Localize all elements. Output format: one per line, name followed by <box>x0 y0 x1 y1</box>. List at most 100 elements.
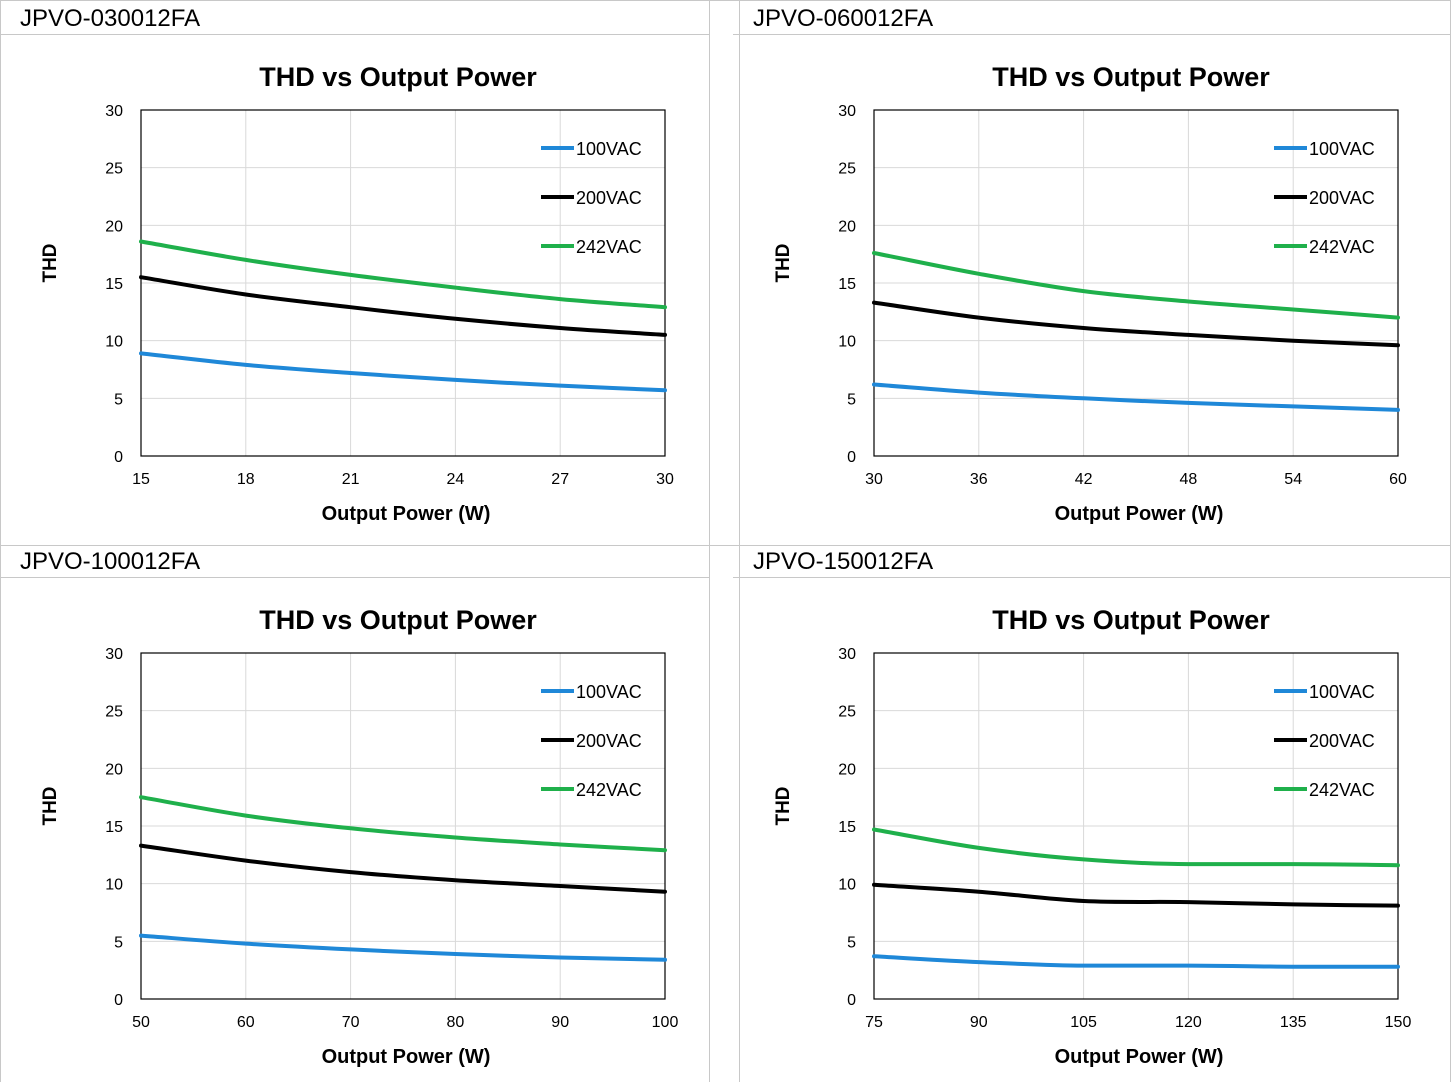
legend-label-242VAC: 242VAC <box>1309 780 1375 800</box>
y-tick-label: 20 <box>105 218 123 235</box>
x-tick-label: 30 <box>865 471 883 488</box>
y-axis-label: THD <box>40 243 61 282</box>
y-tick-label: 0 <box>847 992 856 1009</box>
x-tick-label: 60 <box>1389 471 1407 488</box>
thd-chart: THD vs Output Power 0 5 10 15 20 25 30 50 60 70 80 9… <box>40 605 679 1068</box>
series-line-242VAC <box>872 251 1400 320</box>
y-tick-label: 25 <box>838 704 856 721</box>
x-tick-label: 24 <box>447 471 465 488</box>
x-tick-label: 100 <box>652 1014 679 1031</box>
series-line-100VAC <box>872 954 1400 969</box>
y-tick-label: 15 <box>105 819 123 836</box>
legend-label-200VAC: 200VAC <box>576 731 642 751</box>
x-tick-label: 30 <box>656 471 674 488</box>
x-tick-label: 120 <box>1175 1014 1202 1031</box>
x-tick-label: 50 <box>132 1014 150 1031</box>
x-tick-label: 135 <box>1280 1014 1307 1031</box>
chart-title: THD vs Output Power <box>992 605 1270 635</box>
x-axis-label: Output Power (W) <box>322 1046 491 1068</box>
legend-label-200VAC: 200VAC <box>576 188 642 208</box>
x-tick-label: 80 <box>447 1014 465 1031</box>
panel-header: JPVO-030012FA <box>0 0 710 35</box>
series-line-100VAC <box>139 933 667 962</box>
y-tick-label: 30 <box>105 103 123 120</box>
y-tick-label: 5 <box>847 934 856 951</box>
x-tick-label: 42 <box>1075 471 1093 488</box>
x-tick-label: 70 <box>342 1014 360 1031</box>
y-tick-label: 30 <box>105 646 123 663</box>
series-line-242VAC <box>139 239 667 310</box>
y-tick-label: 10 <box>838 334 856 351</box>
panel-header: JPVO-100012FA <box>0 543 710 578</box>
x-axis-label: Output Power (W) <box>1055 1046 1224 1068</box>
x-tick-label: 18 <box>237 471 255 488</box>
grid-border-left <box>0 0 1 1082</box>
series-line-200VAC <box>139 843 667 894</box>
chart-title: THD vs Output Power <box>992 62 1270 92</box>
plot-frame <box>873 652 1399 1000</box>
y-tick-label: 5 <box>114 934 123 951</box>
y-tick-label: 0 <box>114 449 123 466</box>
legend-label-200VAC: 200VAC <box>1309 188 1375 208</box>
y-tick-label: 5 <box>847 391 856 408</box>
model-label: JPVO-060012FA <box>753 5 934 32</box>
y-tick-label: 15 <box>838 276 856 293</box>
plot-frame <box>140 652 666 1000</box>
legend-label-242VAC: 242VAC <box>576 237 642 257</box>
chart-title: THD vs Output Power <box>259 62 537 92</box>
y-tick-label: 10 <box>838 877 856 894</box>
legend-label-242VAC: 242VAC <box>576 780 642 800</box>
y-tick-label: 30 <box>838 103 856 120</box>
y-tick-label: 5 <box>114 391 123 408</box>
x-tick-label: 54 <box>1284 471 1302 488</box>
x-tick-label: 15 <box>132 471 150 488</box>
x-tick-label: 105 <box>1070 1014 1097 1031</box>
legend-label-100VAC: 100VAC <box>1309 682 1375 702</box>
model-label: JPVO-030012FA <box>20 5 201 32</box>
x-tick-label: 150 <box>1385 1014 1412 1031</box>
x-tick-label: 36 <box>970 471 988 488</box>
y-tick-label: 0 <box>114 992 123 1009</box>
legend-label-100VAC: 100VAC <box>576 139 642 159</box>
series-line-200VAC <box>872 882 1400 908</box>
grid-border-top <box>0 0 1451 1</box>
panel-top-right: JPVO-060012FA THD vs Output Power 0 5 10 15 2… <box>733 0 1451 545</box>
grid-divider-horizontal <box>0 545 1451 546</box>
legend-label-242VAC: 242VAC <box>1309 237 1375 257</box>
legend-label-100VAC: 100VAC <box>1309 139 1375 159</box>
legend-label-200VAC: 200VAC <box>1309 731 1375 751</box>
x-tick-label: 60 <box>237 1014 255 1031</box>
thd-chart: THD vs Output Power 0 5 10 15 20 25 30 30 36 42 48 5… <box>773 62 1407 525</box>
y-tick-label: 30 <box>838 646 856 663</box>
y-tick-label: 25 <box>838 161 856 178</box>
panel-top-left: JPVO-030012FA THD vs Output Power 0 5 10 15 2… <box>0 0 710 545</box>
y-axis-label: THD <box>40 786 61 825</box>
x-tick-label: 90 <box>970 1014 988 1031</box>
legend-label-100VAC: 100VAC <box>576 682 642 702</box>
x-tick-label: 27 <box>551 471 569 488</box>
y-tick-label: 10 <box>105 877 123 894</box>
y-tick-label: 15 <box>838 819 856 836</box>
model-label: JPVO-150012FA <box>753 548 934 575</box>
y-tick-label: 25 <box>105 704 123 721</box>
y-axis-label: THD <box>773 786 794 825</box>
series-line-242VAC <box>139 795 667 853</box>
model-label: JPVO-100012FA <box>20 548 201 575</box>
grid-divider-vertical-1 <box>709 0 710 1082</box>
plot-frame <box>873 109 1399 457</box>
x-tick-label: 21 <box>342 471 360 488</box>
series-line-100VAC <box>139 351 667 393</box>
chart-title: THD vs Output Power <box>259 605 537 635</box>
series-line-200VAC <box>872 300 1400 348</box>
y-tick-label: 25 <box>105 161 123 178</box>
y-tick-label: 20 <box>838 761 856 778</box>
plot-frame <box>140 109 666 457</box>
y-tick-label: 20 <box>105 761 123 778</box>
series-line-100VAC <box>872 382 1400 412</box>
panel-header: JPVO-060012FA <box>733 0 1451 35</box>
y-axis-label: THD <box>773 243 794 282</box>
x-tick-label: 48 <box>1180 471 1198 488</box>
panel-bottom-right: JPVO-150012FA THD vs Output Power 0 5 10 15 2… <box>733 543 1451 1082</box>
y-tick-label: 15 <box>105 276 123 293</box>
